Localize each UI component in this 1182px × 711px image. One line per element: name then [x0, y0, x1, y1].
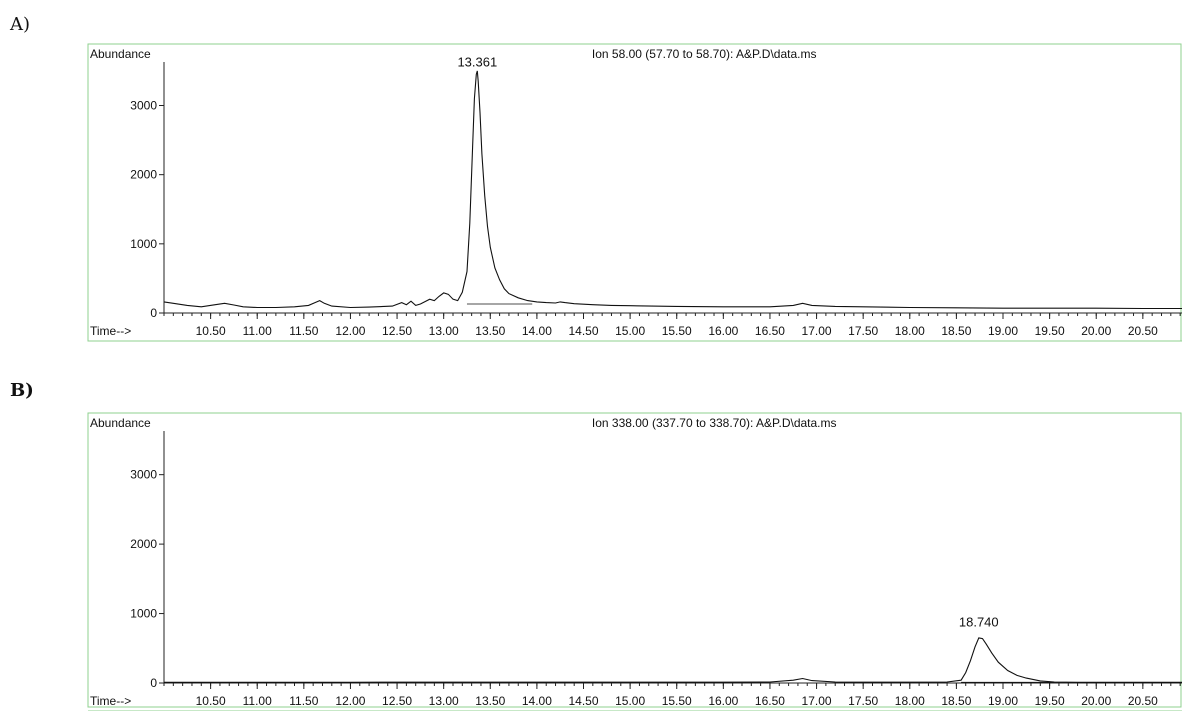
x-tick-label: 14.00: [522, 694, 552, 708]
x-tick-label: 15.00: [615, 694, 645, 708]
x-tick-label: 12.00: [335, 694, 365, 708]
x-tick-label: 13.00: [429, 324, 459, 338]
x-tick-label: 20.50: [1128, 694, 1158, 708]
x-tick-label: 15.50: [662, 694, 692, 708]
x-tick-label: 12.50: [382, 324, 412, 338]
x-tick-label: 15.50: [662, 324, 692, 338]
chart-panel-b: 0 1000 2000 3000 10.50 11.00 11.50 12.00 12.50 13…: [87, 412, 1182, 711]
panel-label-a: A): [10, 14, 31, 35]
x-tick-label: 12.00: [335, 324, 365, 338]
x-tick-label: 14.50: [568, 694, 598, 708]
x-tick-label: 19.00: [988, 694, 1018, 708]
x-tick-label: 20.50: [1128, 324, 1158, 338]
x-tick-label: 16.50: [755, 694, 785, 708]
x-tick-label: 13.00: [429, 694, 459, 708]
x-tick-label: 18.00: [895, 694, 925, 708]
x-tick-label: 18.00: [895, 324, 925, 338]
x-tick-label: 10.50: [196, 324, 226, 338]
chart-title: Ion 338.00 (337.70 to 338.70): A&P.D\dat…: [592, 416, 837, 430]
x-tick-label: 19.50: [1035, 324, 1065, 338]
x-tick-label: 18.50: [941, 694, 971, 708]
x-tick-label: 11.00: [243, 324, 272, 338]
x-tick-label: 14.50: [568, 324, 598, 338]
x-tick-label: 16.00: [708, 324, 738, 338]
x-tick-label: 17.50: [848, 694, 878, 708]
y-tick-label: 2000: [130, 537, 157, 551]
x-tick-label: 19.50: [1035, 694, 1065, 708]
y-axis-label: Abundance: [90, 416, 151, 430]
signal-trace: [164, 637, 1182, 683]
x-tick-label: 17.50: [848, 324, 878, 338]
y-tick-label: 0: [150, 306, 157, 320]
x-tick-label: 17.00: [802, 694, 832, 708]
x-tick-label: 15.00: [615, 324, 645, 338]
x-tick-label: 14.00: [522, 324, 552, 338]
x-tick-label: 10.50: [196, 694, 226, 708]
x-tick-label: 19.00: [988, 324, 1018, 338]
x-tick-label: 18.50: [941, 324, 971, 338]
x-tick-label: 11.00: [243, 694, 272, 708]
plot-frame: [87, 43, 1182, 342]
x-tick-label: 20.00: [1081, 324, 1111, 338]
y-tick-label: 1000: [130, 607, 157, 621]
x-tick-label: 16.50: [755, 324, 785, 338]
x-tick-label: 12.50: [382, 694, 412, 708]
chart-panel-a: 0 1000 2000 3000 10.50 11.00 11.50 12.00 12.50 13…: [87, 43, 1182, 342]
y-tick-label: 3000: [130, 468, 157, 482]
plot-frame: [87, 412, 1182, 708]
x-tick-label: 11.50: [289, 694, 318, 708]
y-tick-label: 2000: [130, 168, 157, 182]
x-axis-label: Time-->: [90, 324, 131, 338]
chart-title: Ion 58.00 (57.70 to 58.70): A&P.D\data.m…: [592, 47, 817, 61]
peak-label: 18.740: [959, 614, 999, 629]
signal-trace: [163, 70, 1182, 310]
y-tick-label: 0: [150, 676, 157, 690]
y-tick-label: 3000: [130, 99, 157, 113]
y-axis-label: Abundance: [90, 47, 151, 61]
x-tick-label: 13.50: [475, 694, 505, 708]
x-tick-label: 20.00: [1081, 694, 1111, 708]
peak-label: 13.361: [457, 54, 497, 69]
x-axis-label: Time-->: [90, 694, 131, 708]
x-tick-label: 16.00: [708, 694, 738, 708]
x-tick-label: 11.50: [289, 324, 318, 338]
x-tick-label: 13.50: [475, 324, 505, 338]
panel-label-b: B): [10, 380, 34, 401]
x-tick-label: 17.00: [802, 324, 832, 338]
y-tick-label: 1000: [130, 237, 157, 251]
